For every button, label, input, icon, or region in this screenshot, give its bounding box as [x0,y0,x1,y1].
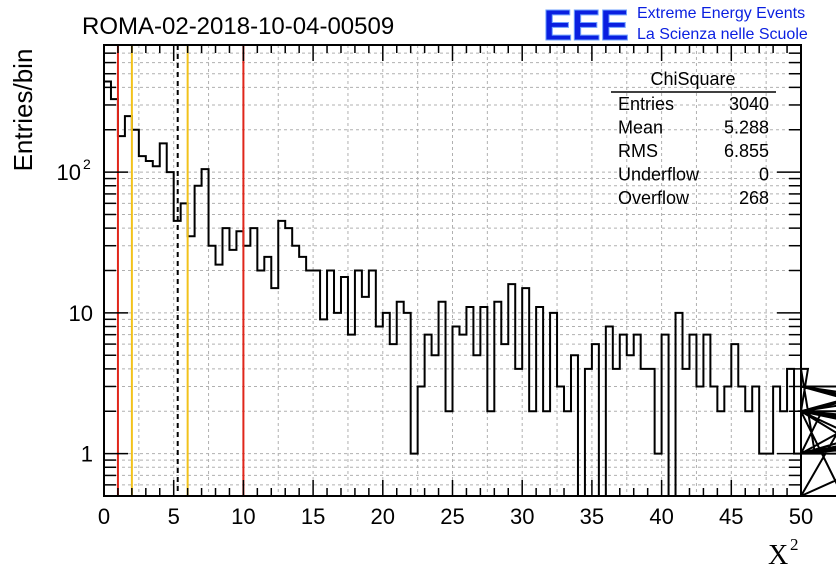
stats-row-value: 0 [759,165,769,185]
x-tick-labels: 0 5 10 15 20 25 30 35 40 45 50 [98,504,813,529]
eee-logo-mark: EEE [543,1,628,50]
y-tick-label: 1 [81,442,93,467]
stats-row-value: 6.855 [724,141,769,161]
stats-rows: Entries 3040 Mean 5.288 RMS 6.855 Underflow 0 Ov… [618,94,769,208]
x-axis-label-sup: 2 [790,535,799,554]
marker-lines [116,45,245,496]
axis-ticks [103,45,802,496]
x-tick-label: 10 [231,504,255,529]
y-tick-label: 10 [57,160,81,185]
x-tick-label: 5 [168,504,180,529]
x-tick-label: 20 [371,504,395,529]
x-tick-label: 0 [98,504,110,529]
chart-title: ROMA-02-2018-10-04-00509 [82,13,394,40]
eee-logo-line2: La Scienza nelle Scuole [637,26,808,43]
x-tick-label: 50 [789,504,813,529]
histogram-outline [103,80,836,497]
x-axis-label: X 2 [768,535,799,571]
stats-row-label: Underflow [618,165,700,185]
eee-logo-line1: Extreme Energy Events [637,5,805,22]
stats-row-value: 3040 [729,94,769,114]
stats-row-value: 268 [739,188,769,208]
grid-lines [104,45,801,496]
x-tick-label: 40 [649,504,673,529]
stats-box: ChiSquare Entries 3040 Mean 5.288 RMS 6.855 Un… [611,69,776,208]
x-tick-label: 25 [440,504,464,529]
stats-row-label: Overflow [618,188,690,208]
stats-row-label: Entries [618,94,674,114]
stats-row-label: RMS [618,141,658,161]
x-tick-label: 35 [580,504,604,529]
x-tick-label: 15 [301,504,325,529]
eee-logo: EEE Extreme Energy Events La Scienza nel… [543,1,808,51]
stats-row-value: 5.288 [724,118,769,138]
x-axis-label-base: X [768,540,788,571]
x-tick-label: 30 [510,504,534,529]
y-tick-label-exponent: 2 [83,156,91,172]
stats-row-label: Mean [618,118,663,138]
y-tick-label: 10 [69,301,93,326]
stats-box-name: ChiSquare [650,69,735,89]
y-axis-label: Entries/bin [8,49,38,172]
x-tick-label: 45 [719,504,743,529]
histogram-bins [103,80,836,497]
